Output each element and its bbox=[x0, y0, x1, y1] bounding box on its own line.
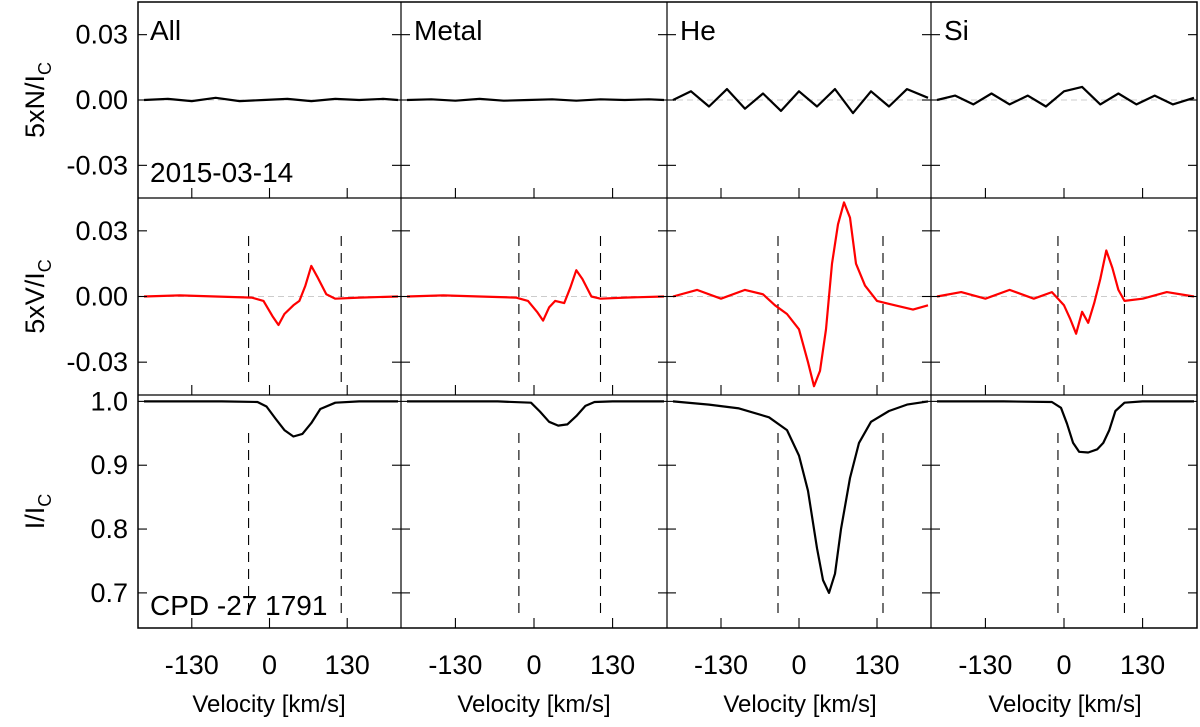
series-line-i-si bbox=[937, 400, 1194, 454]
star-name: CPD -27 1791 bbox=[150, 590, 327, 621]
x-tick-label-all-1: 0 bbox=[262, 650, 277, 680]
y-axis-label-subscript-i: C bbox=[35, 494, 55, 507]
x-tick-label-he-1: 0 bbox=[791, 650, 806, 680]
y-axis-label-subscript-v: C bbox=[35, 259, 55, 272]
x-tick-label-all-2: 130 bbox=[325, 650, 370, 680]
series-line-i-metal bbox=[407, 400, 664, 427]
series-line-i-all bbox=[144, 400, 398, 438]
y-tick-label-v-1: 0.00 bbox=[75, 282, 128, 312]
x-tick-label-metal-2: 130 bbox=[590, 650, 635, 680]
column-title-si: Si bbox=[944, 15, 969, 46]
series-line-i-he bbox=[672, 400, 929, 595]
y-axis-label-main-v: 5xV/I bbox=[20, 272, 50, 334]
y-tick-label-i-1: 0.9 bbox=[90, 450, 128, 480]
x-tick-label-he-0: -130 bbox=[694, 650, 748, 680]
text-layer: All Metal He Si 2015-03-14 CPD -27 1791 … bbox=[20, 15, 1165, 718]
observation-date: 2015-03-14 bbox=[150, 157, 293, 188]
x-tick-label-metal-0: -130 bbox=[428, 650, 482, 680]
y-tick-label-n-1: 0.00 bbox=[75, 85, 128, 115]
y-tick-label-v-2: -0.03 bbox=[66, 347, 128, 377]
y-axis-label-subscript-n: C bbox=[35, 62, 55, 75]
x-tick-label-si-0: -130 bbox=[958, 650, 1012, 680]
series-line-v-he bbox=[672, 201, 929, 388]
x-tick-label-si-2: 130 bbox=[1120, 650, 1165, 680]
x-axis-label-metal: Velocity [km/s] bbox=[457, 691, 610, 718]
y-tick-label-v-0: 0.03 bbox=[75, 216, 128, 246]
series-line-v-all bbox=[143, 264, 399, 327]
frame-layer bbox=[137, 1, 1198, 629]
column-title-he: He bbox=[680, 15, 716, 46]
y-axis-label-n: 5xN/IC bbox=[20, 62, 55, 138]
series-line-v-metal bbox=[406, 269, 665, 322]
series-line-n-si bbox=[936, 85, 1195, 108]
series-line-n-all bbox=[143, 96, 399, 103]
series-line-n-he bbox=[672, 87, 929, 115]
y-tick-label-n-0: 0.03 bbox=[75, 20, 128, 50]
x-tick-label-si-1: 0 bbox=[1056, 650, 1071, 680]
y-axis-label-i: I/IC bbox=[20, 494, 55, 530]
y-tick-label-n-2: -0.03 bbox=[66, 150, 128, 180]
column-title-all: All bbox=[150, 15, 181, 46]
y-axis-label-main-n: 5xN/I bbox=[20, 75, 50, 138]
series-layer bbox=[143, 85, 1195, 595]
y-axis-label-v: 5xV/IC bbox=[20, 259, 55, 334]
series-line-v-si bbox=[936, 249, 1195, 335]
y-tick-label-i-3: 0.7 bbox=[90, 578, 128, 608]
y-axis-label-main-i: I/I bbox=[20, 507, 50, 530]
x-axis-label-he: Velocity [km/s] bbox=[723, 691, 876, 718]
x-axis-label-all: Velocity [km/s] bbox=[192, 691, 345, 718]
x-tick-label-all-0: -130 bbox=[165, 650, 219, 680]
y-tick-label-i-2: 0.8 bbox=[90, 514, 128, 544]
column-title-metal: Metal bbox=[414, 15, 482, 46]
x-tick-label-he-2: 130 bbox=[854, 650, 899, 680]
x-tick-label-metal-1: 0 bbox=[526, 650, 541, 680]
x-axis-label-si: Velocity [km/s] bbox=[988, 691, 1141, 718]
y-tick-label-i-0: 1.0 bbox=[90, 386, 128, 416]
series-line-n-metal bbox=[406, 97, 665, 102]
